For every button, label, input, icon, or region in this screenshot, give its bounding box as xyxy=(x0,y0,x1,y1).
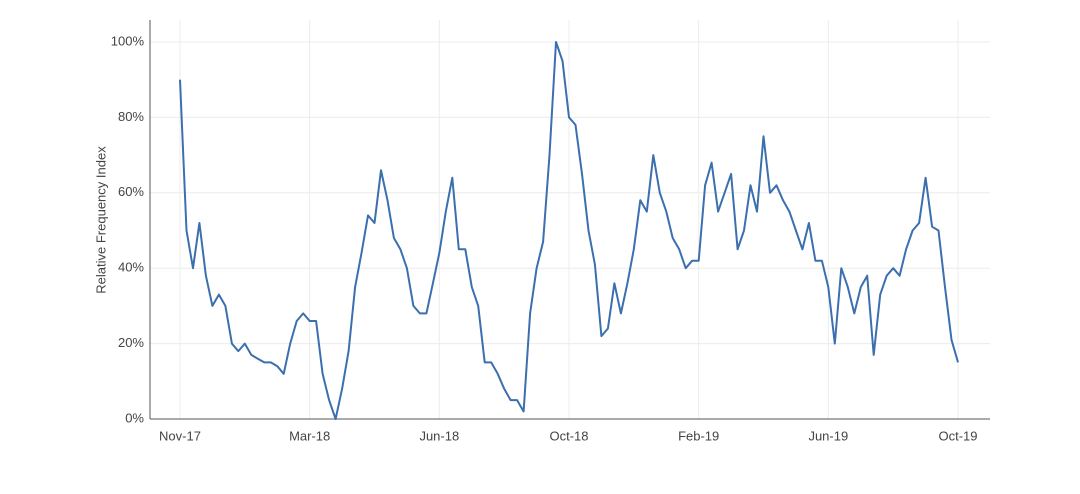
x-tick-label: Nov-17 xyxy=(159,428,201,443)
data-line xyxy=(179,41,959,420)
y-tick-label: 20% xyxy=(118,335,144,350)
x-tick-label: Oct-19 xyxy=(938,428,977,443)
y-axis-title: Relative Frequency Index xyxy=(93,146,108,294)
y-tick-label: 60% xyxy=(118,184,144,199)
y-tick-label: 40% xyxy=(118,260,144,275)
x-tick-label: Oct-18 xyxy=(549,428,588,443)
y-tick-label: 100% xyxy=(111,33,145,48)
x-tick-label: Jun-19 xyxy=(808,428,848,443)
x-tick-label: Mar-18 xyxy=(289,428,330,443)
x-tick-label: Jun-18 xyxy=(419,428,459,443)
x-tick-label: Feb-19 xyxy=(678,428,719,443)
y-tick-label: 0% xyxy=(125,410,144,425)
y-tick-label: 80% xyxy=(118,109,144,124)
